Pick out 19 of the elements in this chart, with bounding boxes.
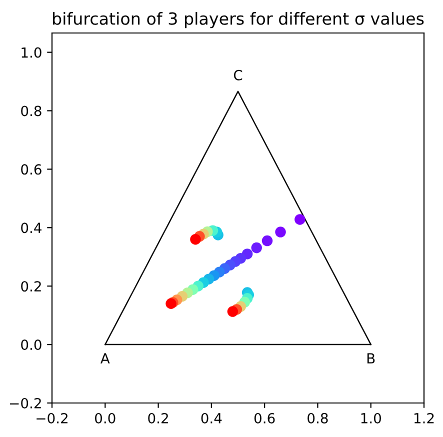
annotation: B (367, 353, 375, 364)
y-tick-label: 1.0 (22, 47, 42, 58)
y-tick-label: 0.6 (21, 164, 42, 175)
y-tick-label: 0.4 (21, 222, 42, 234)
y-tick-label: 0.8 (21, 106, 42, 116)
x-tick-label: 0.6 (254, 412, 275, 424)
chart-title: bifurcation of 3 players for different σ values (53, 12, 424, 28)
y-tick-label: 0.2 (21, 281, 41, 292)
x-tick-label: 0.2 (148, 412, 168, 424)
y-tick-label: 0.0 (21, 340, 42, 350)
x-tick-label: 1.0 (361, 412, 381, 424)
annotation: A (100, 353, 110, 364)
annotation: C (234, 70, 242, 80)
y-tick-label: −0.2 (10, 398, 41, 408)
x-tick-label: 0.4 (201, 412, 222, 424)
x-tick-label: 1.2 (414, 412, 434, 424)
x-tick-label: −0.2 (36, 412, 68, 424)
x-tick-label: 0.0 (95, 412, 116, 424)
x-tick-label: 0.8 (308, 412, 328, 424)
